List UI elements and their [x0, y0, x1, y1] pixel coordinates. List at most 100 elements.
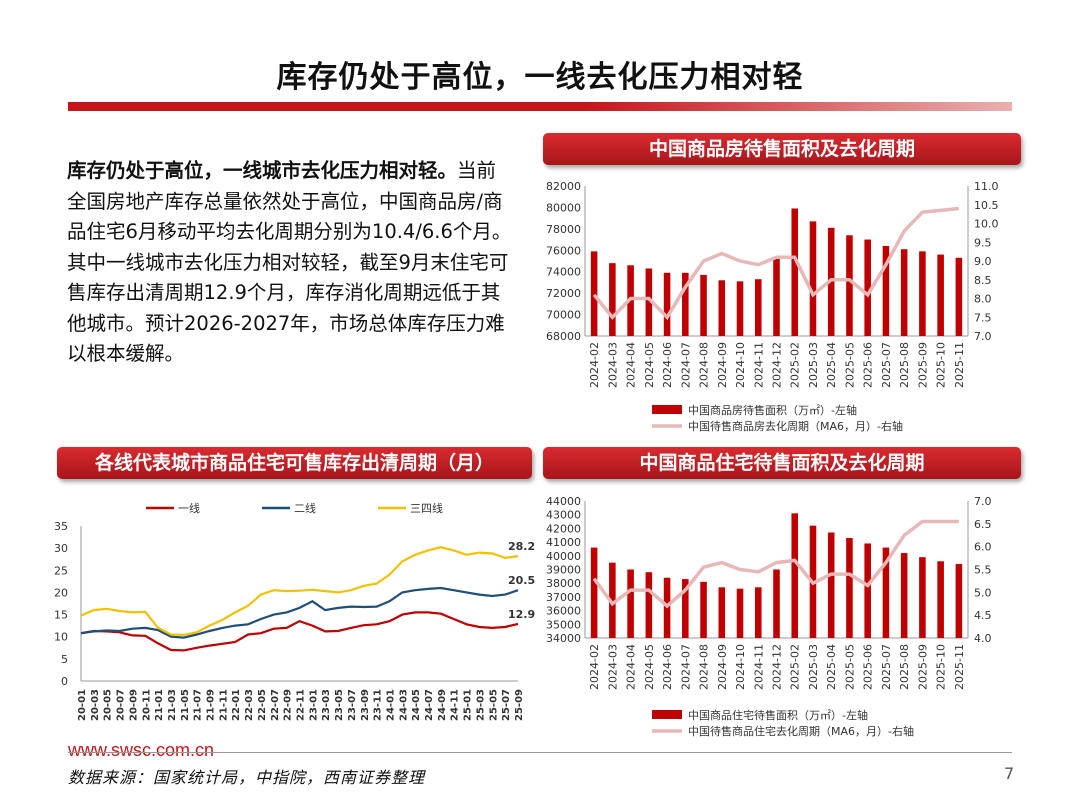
bar	[627, 569, 634, 638]
x-tick-label: 20-03	[90, 689, 101, 721]
left-tick-label: 74000	[546, 266, 581, 279]
cycle-line	[592, 519, 959, 609]
bar	[700, 274, 707, 336]
bar	[846, 537, 853, 638]
y-tick-label: 20	[54, 586, 68, 599]
x-tick-label: 24-01	[385, 689, 396, 721]
x-tick-label: 22-03	[244, 689, 255, 721]
x-tick-label: 2024-03	[606, 342, 619, 388]
page-title: 库存仍处于高位，一线去化压力相对轻	[276, 60, 804, 95]
x-tick-label: 2025-07	[880, 644, 893, 690]
y-tick-label: 35	[54, 520, 68, 533]
bar	[663, 272, 671, 336]
legend-label: 三四线	[410, 501, 443, 515]
y-tick-label: 0	[61, 675, 68, 688]
x-tick-label: 2024-08	[698, 644, 711, 690]
x-tick-label: 25-03	[475, 689, 486, 721]
legend-label-line: 中国待售商品住宅去化周期（MA6，月）-右轴	[688, 724, 914, 738]
x-tick-label: 2024-06	[661, 644, 674, 690]
x-tick-label: 2024-12	[771, 644, 784, 690]
right-tick-label: 5.5	[974, 564, 992, 577]
left-tick-label: 34000	[546, 632, 581, 645]
bar	[645, 572, 653, 638]
bar	[590, 547, 598, 638]
x-tick-label: 24-07	[424, 689, 435, 721]
bar	[882, 246, 890, 336]
x-tick-label: 2024-08	[698, 342, 711, 388]
bar	[736, 281, 744, 336]
x-tick-label: 2025-05	[843, 644, 856, 690]
x-tick-label: 2025-05	[843, 342, 856, 388]
bar	[700, 581, 707, 638]
end-value-label: 28.2	[508, 540, 535, 553]
bar	[809, 221, 817, 336]
bar	[827, 532, 835, 638]
x-tick-label: 21-03	[167, 689, 178, 721]
panel-title-commercial-housing: 中国商品房待售面积及去化周期	[543, 133, 1021, 165]
x-tick-label: 20-07	[116, 689, 127, 721]
x-tick-label: 2025-04	[825, 342, 838, 388]
legend-label: 二线	[294, 501, 316, 515]
x-tick-label: 25-01	[463, 689, 474, 721]
bar	[882, 547, 890, 638]
right-tick-label: 8.5	[974, 274, 992, 287]
left-tick-label: 68000	[546, 330, 581, 343]
left-tick-label: 82000	[546, 180, 581, 193]
x-tick-label: 2025-09	[916, 342, 929, 388]
x-tick-label: 2024-07	[679, 342, 692, 388]
bar	[937, 254, 944, 336]
series-line	[80, 611, 519, 652]
panel-title-city-tiers: 各线代表城市商品住宅可售库存出清周期（月）	[57, 447, 532, 479]
x-tick-label: 2024-05	[643, 644, 656, 690]
x-tick-label: 25-09	[514, 689, 525, 721]
bar	[900, 553, 908, 638]
x-tick-label: 25-07	[501, 689, 512, 721]
series-line	[80, 586, 519, 639]
x-tick-label: 2025-02	[789, 644, 802, 690]
legend-label-bar: 中国商品房待售面积（万㎡）-左轴	[688, 403, 857, 417]
bar	[718, 280, 726, 336]
left-tick-label: 76000	[546, 244, 581, 257]
left-tick-label: 44000	[546, 495, 581, 508]
left-tick-label: 72000	[546, 287, 581, 300]
x-tick-label: 24-03	[398, 689, 409, 721]
x-tick-label: 22-01	[231, 689, 242, 721]
x-tick-label: 2024-03	[606, 644, 619, 690]
right-tick-label: 9.0	[974, 255, 992, 268]
x-tick-label: 20-11	[141, 689, 152, 721]
x-tick-label: 2025-11	[953, 342, 966, 388]
bar	[718, 587, 726, 638]
x-tick-label: 2025-03	[807, 342, 820, 388]
body-lead: 库存仍处于高位，一线城市去化压力相对轻。	[67, 159, 458, 182]
right-tick-label: 8.0	[974, 293, 992, 306]
x-tick-label: 2024-04	[625, 342, 638, 388]
left-tick-label: 43000	[546, 509, 581, 522]
x-tick-label: 2024-06	[661, 342, 674, 388]
left-tick-label: 36000	[546, 605, 581, 618]
cycle-line	[592, 206, 960, 321]
body-paragraph: 库存仍处于高位，一线城市去化压力相对轻。当前全国房地产库存总量依然处于高位，中国…	[67, 156, 515, 370]
left-tick-label: 35000	[546, 618, 581, 631]
y-tick-label: 10	[54, 631, 68, 644]
x-tick-label: 2025-09	[916, 644, 929, 690]
x-tick-label: 2025-04	[825, 644, 838, 690]
end-value-label: 20.5	[508, 574, 535, 587]
x-tick-label: 24-09	[437, 689, 448, 721]
x-tick-label: 2024-11	[752, 644, 765, 690]
x-tick-label: 2025-10	[935, 342, 948, 388]
x-tick-label: 23-03	[321, 689, 332, 721]
x-tick-label: 2024-02	[588, 644, 601, 690]
website-url[interactable]: www.swsc.com.cn	[68, 740, 215, 760]
bar	[609, 263, 616, 336]
x-tick-label: 2025-06	[862, 342, 875, 388]
right-tick-label: 9.5	[974, 236, 992, 249]
x-tick-label: 2025-10	[935, 644, 948, 690]
left-tick-label: 70000	[546, 309, 581, 322]
bar	[864, 239, 871, 336]
bar	[919, 251, 926, 336]
bar	[937, 561, 944, 638]
x-tick-label: 21-05	[180, 689, 191, 721]
bar	[773, 569, 780, 638]
x-tick-label: 2024-09	[716, 342, 729, 388]
bar	[682, 272, 689, 336]
